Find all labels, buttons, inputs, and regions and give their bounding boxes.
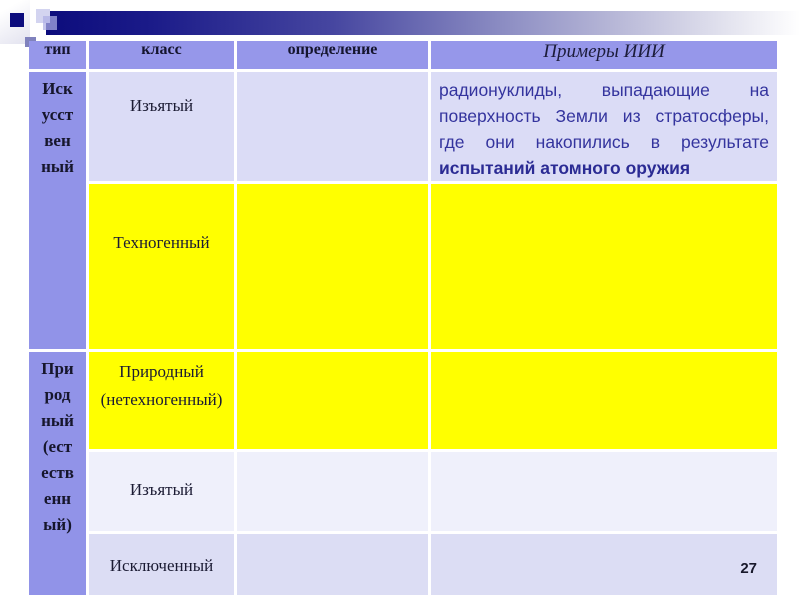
table-header-row: тип класс определение Примеры ИИИ [29, 41, 777, 69]
table-row: Исключенный [29, 534, 777, 595]
type-cell-artificial: Иск усст вен ный [29, 72, 86, 349]
table-row: Иск усст вен ный Изъятый радионуклиды, в… [29, 72, 777, 349]
examples-cell-2 [431, 184, 777, 349]
examples-text-regular: радионуклиды, выпадающие на поверхность … [439, 80, 769, 152]
definition-cell-3 [237, 352, 428, 449]
definition-cell-1 [237, 72, 428, 181]
definition-cell-4 [237, 452, 428, 531]
class-cell-excluded: Исключенный [89, 534, 234, 595]
col-header-definition: определение [237, 41, 428, 69]
examples-cell-5 [431, 534, 777, 595]
col-header-examples: Примеры ИИИ [431, 41, 777, 69]
class-cell-technogenic: Техногенный [89, 184, 234, 349]
table-row: Техногенный [29, 184, 777, 349]
radiation-source-classification-table: тип класс определение Примеры ИИИ Иск ус… [26, 38, 780, 598]
col-header-type: тип [29, 41, 86, 69]
decoration-square-mid [43, 16, 57, 30]
class-cell-withdrawn-1: Изъятый [89, 72, 234, 181]
table-row: При род ный (ест еств енн ый) Природный … [29, 352, 777, 595]
examples-text-bold: испытаний атомного оружия [439, 158, 691, 178]
class-cell-withdrawn-2: Изъятый [89, 452, 234, 531]
examples-cell-3 [431, 352, 777, 449]
header-gradient-bar [46, 11, 800, 35]
decoration-square-navy [10, 13, 24, 27]
slide-page-number: 27 [740, 560, 757, 577]
examples-cell-1: радионуклиды, выпадающие на поверхность … [431, 72, 777, 181]
definition-cell-5 [237, 534, 428, 595]
type-cell-natural: При род ный (ест еств енн ый) [29, 352, 86, 595]
examples-cell-4 [431, 452, 777, 531]
definition-cell-2 [237, 184, 428, 349]
col-header-class: класс [89, 41, 234, 69]
class-cell-natural-nontechnogenic: Природный (нетехногенный) [89, 352, 234, 449]
table-row: Изъятый [29, 452, 777, 531]
